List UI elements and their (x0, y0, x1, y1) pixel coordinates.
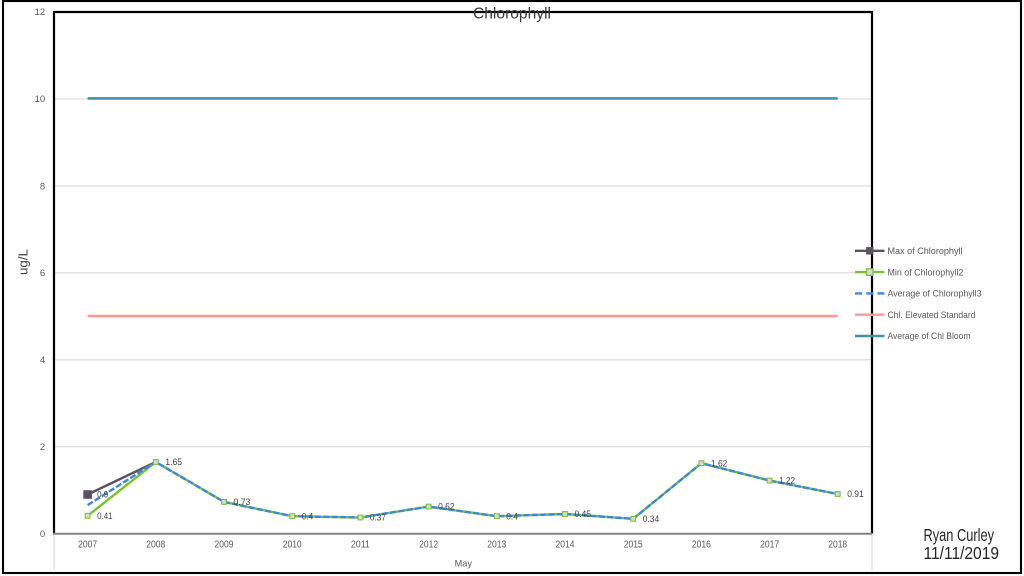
svg-text:2018: 2018 (828, 540, 847, 551)
svg-text:0.4: 0.4 (506, 511, 518, 521)
svg-text:0.37: 0.37 (370, 513, 386, 523)
svg-text:0.73: 0.73 (234, 497, 251, 507)
svg-text:Chl. Elevated Standard: Chl. Elevated Standard (888, 310, 976, 320)
svg-text:2013: 2013 (487, 540, 506, 551)
svg-text:Max of Chlorophyll: Max of Chlorophyll (888, 246, 963, 256)
svg-text:11/11/2019: 11/11/2019 (924, 543, 1000, 563)
svg-text:6: 6 (40, 268, 45, 279)
svg-text:ug/L: ug/L (17, 249, 31, 275)
svg-text:Min of Chlorophyll2: Min of Chlorophyll2 (888, 267, 964, 277)
svg-text:0: 0 (40, 529, 45, 540)
svg-text:0.4: 0.4 (302, 511, 314, 521)
svg-text:0.62: 0.62 (438, 502, 455, 512)
svg-text:Chlorophyll: Chlorophyll (473, 6, 551, 23)
svg-text:2009: 2009 (215, 540, 234, 551)
svg-text:12: 12 (35, 7, 46, 18)
svg-text:2017: 2017 (760, 540, 779, 551)
svg-text:May: May (455, 558, 473, 568)
svg-text:Average of Chlorophyll3: Average of Chlorophyll3 (888, 289, 982, 299)
svg-text:2014: 2014 (556, 540, 575, 551)
svg-text:2007: 2007 (78, 540, 97, 551)
svg-text:10: 10 (35, 94, 46, 105)
svg-text:8: 8 (40, 181, 45, 192)
svg-text:2015: 2015 (624, 540, 643, 551)
svg-text:2008: 2008 (146, 540, 165, 551)
svg-text:Ryan Curley: Ryan Curley (924, 525, 995, 545)
svg-text:2011: 2011 (351, 540, 370, 551)
svg-text:2016: 2016 (692, 540, 711, 551)
svg-text:0.34: 0.34 (643, 514, 660, 524)
svg-text:2012: 2012 (419, 540, 438, 551)
svg-text:1.22: 1.22 (779, 476, 795, 486)
svg-text:2: 2 (40, 442, 45, 453)
svg-text:2010: 2010 (283, 540, 302, 551)
svg-text:0.9: 0.9 (97, 490, 108, 500)
svg-text:0.45: 0.45 (575, 509, 592, 519)
svg-text:1.65: 1.65 (165, 457, 182, 467)
svg-text:0.41: 0.41 (97, 511, 113, 521)
svg-text:0.91: 0.91 (847, 489, 864, 499)
svg-text:Average of Chl Bloom: Average of Chl Bloom (888, 331, 971, 341)
svg-text:4: 4 (40, 355, 45, 366)
svg-text:1.62: 1.62 (711, 458, 728, 468)
